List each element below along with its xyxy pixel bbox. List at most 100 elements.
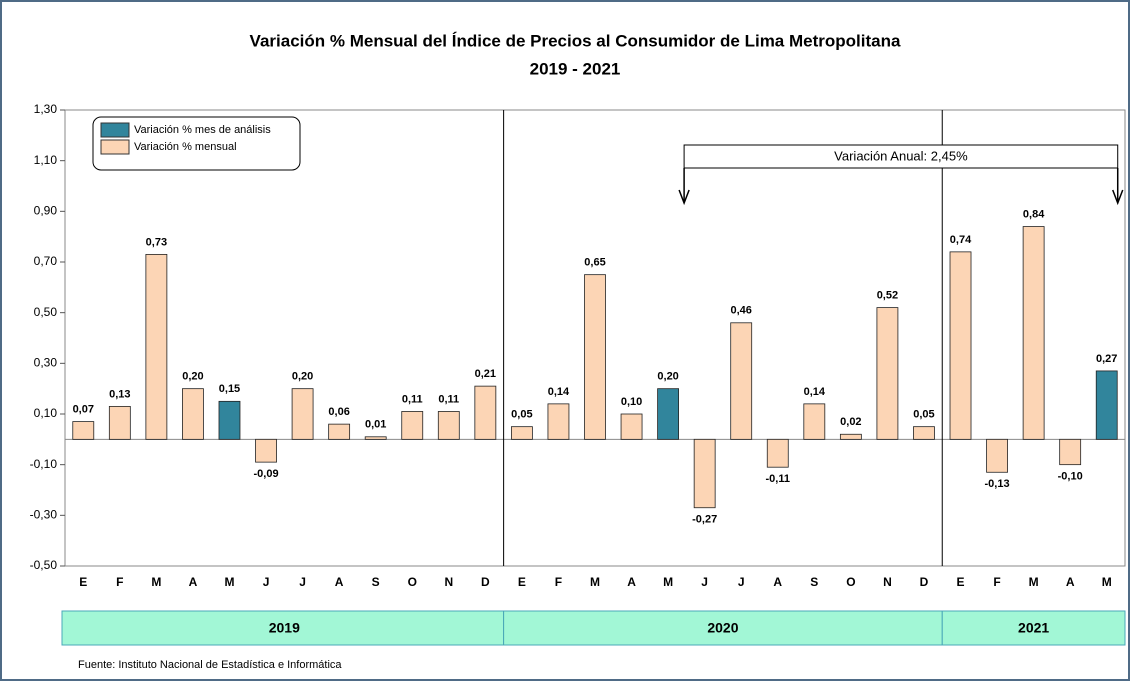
value-label: 0,84 — [1023, 208, 1045, 220]
bar — [474, 385, 497, 440]
y-tick-label: 0,50 — [34, 305, 58, 319]
value-label: 0,02 — [840, 416, 861, 428]
x-tick-label: J — [738, 575, 745, 589]
x-tick-label: A — [1066, 575, 1075, 589]
y-tick-label: -0,50 — [30, 558, 58, 572]
x-tick-label: A — [627, 575, 636, 589]
bar — [730, 322, 753, 440]
x-tick-label: A — [773, 575, 782, 589]
x-tick-label: O — [408, 575, 417, 589]
legend-label: Variación % mes de análisis — [134, 124, 271, 136]
x-tick-label: M — [1102, 575, 1112, 589]
x-tick-label: M — [151, 575, 161, 589]
bar — [364, 436, 387, 440]
x-tick-label: J — [701, 575, 708, 589]
bar — [1059, 438, 1082, 466]
value-label: 0,20 — [657, 371, 678, 383]
bar — [108, 405, 131, 440]
bar — [437, 411, 460, 440]
bar — [255, 438, 277, 463]
bar — [839, 433, 862, 440]
year-label: 2019 — [269, 620, 300, 636]
chart-subtitle: 2019 - 2021 — [530, 59, 621, 78]
value-label: -0,13 — [985, 478, 1010, 490]
x-tick-label: A — [335, 575, 344, 589]
year-band — [941, 610, 1126, 646]
value-label: 0,05 — [913, 409, 934, 421]
value-label: 0,52 — [877, 290, 898, 302]
x-tick-label: D — [920, 575, 929, 589]
bar — [693, 438, 716, 509]
x-tick-label: D — [481, 575, 490, 589]
value-label: 0,13 — [109, 388, 130, 400]
bar — [291, 388, 314, 440]
year-label: 2020 — [707, 620, 738, 636]
value-label: -0,09 — [253, 468, 278, 480]
bar — [182, 388, 204, 440]
source: Fuente: Instituto Nacional de Estadístic… — [78, 659, 342, 671]
value-label: 0,01 — [365, 419, 386, 431]
annotation-arrowhead — [1112, 189, 1124, 206]
value-label: 0,73 — [146, 236, 167, 248]
x-tick-label: F — [555, 575, 562, 589]
bar — [328, 423, 351, 440]
y-tick-label: 0,70 — [34, 254, 58, 268]
y-tick-label: 0,30 — [34, 356, 58, 370]
x-tick-label: N — [444, 575, 453, 589]
annotation: Variación Anual: 2,45% — [834, 148, 968, 163]
x-tick-label: A — [189, 575, 198, 589]
value-label: 0,14 — [548, 386, 570, 398]
x-tick-label: F — [993, 575, 1000, 589]
legend-label: Variación % mensual — [134, 141, 237, 153]
bar — [584, 274, 606, 440]
y-tick-label: 0,10 — [34, 406, 58, 420]
x-tick-label: E — [518, 575, 526, 589]
x-tick-label: J — [299, 575, 306, 589]
value-label: 0,10 — [621, 396, 642, 408]
year-band — [503, 610, 943, 646]
bar — [657, 388, 680, 440]
value-label: 0,14 — [804, 386, 826, 398]
plot-area — [64, 109, 1126, 567]
value-label: 0,21 — [475, 368, 496, 380]
bar — [72, 421, 95, 440]
value-label: -0,11 — [766, 473, 790, 485]
bar — [547, 403, 570, 440]
chart-title: Variación % Mensual del Índice de Precio… — [250, 31, 901, 50]
value-label: 0,06 — [328, 406, 349, 418]
value-label: -0,10 — [1058, 471, 1083, 483]
x-tick-label: E — [957, 575, 965, 589]
bar — [803, 403, 826, 440]
bar — [218, 400, 241, 440]
value-label: -0,27 — [692, 514, 717, 526]
y-tick-label: -0,10 — [30, 457, 58, 471]
value-label: 0,46 — [730, 305, 751, 317]
bar — [766, 438, 789, 468]
bar — [949, 251, 972, 440]
value-label: 0,05 — [511, 409, 532, 421]
x-tick-label: S — [810, 575, 818, 589]
bar — [510, 426, 533, 440]
y-tick-label: -0,30 — [30, 508, 58, 522]
y-tick-label: 1,30 — [34, 102, 58, 116]
value-label: 0,11 — [438, 393, 459, 405]
value-label: 0,74 — [950, 234, 972, 246]
x-tick-label: M — [590, 575, 600, 589]
x-tick-label: M — [224, 575, 234, 589]
bar — [620, 413, 643, 440]
x-tick-label: E — [79, 575, 87, 589]
bar — [401, 411, 424, 440]
x-tick-label: F — [116, 575, 123, 589]
annotation-box — [683, 144, 1119, 169]
legend-box — [92, 116, 301, 171]
bar — [145, 253, 168, 440]
value-label: 0,27 — [1096, 353, 1117, 365]
y-tick-label: 1,10 — [34, 153, 58, 167]
bar — [986, 438, 1008, 473]
legend-swatch — [100, 122, 130, 138]
x-tick-label: N — [883, 575, 892, 589]
value-label: 0,65 — [584, 257, 605, 269]
bar — [913, 426, 935, 440]
